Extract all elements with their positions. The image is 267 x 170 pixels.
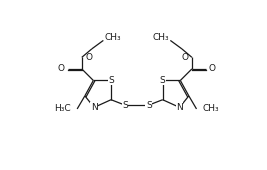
Text: O: O (86, 53, 93, 62)
Text: S: S (160, 76, 166, 85)
Text: CH₃: CH₃ (203, 104, 219, 113)
Text: N: N (91, 103, 97, 112)
Text: O: O (209, 64, 216, 73)
Text: N: N (176, 103, 183, 112)
Text: H₃C: H₃C (54, 104, 71, 113)
Text: O: O (58, 64, 65, 73)
Text: S: S (146, 101, 152, 110)
Text: S: S (108, 76, 114, 85)
Text: O: O (181, 53, 188, 62)
Text: CH₃: CH₃ (152, 33, 169, 42)
Text: CH₃: CH₃ (105, 33, 121, 42)
Text: S: S (122, 101, 128, 110)
